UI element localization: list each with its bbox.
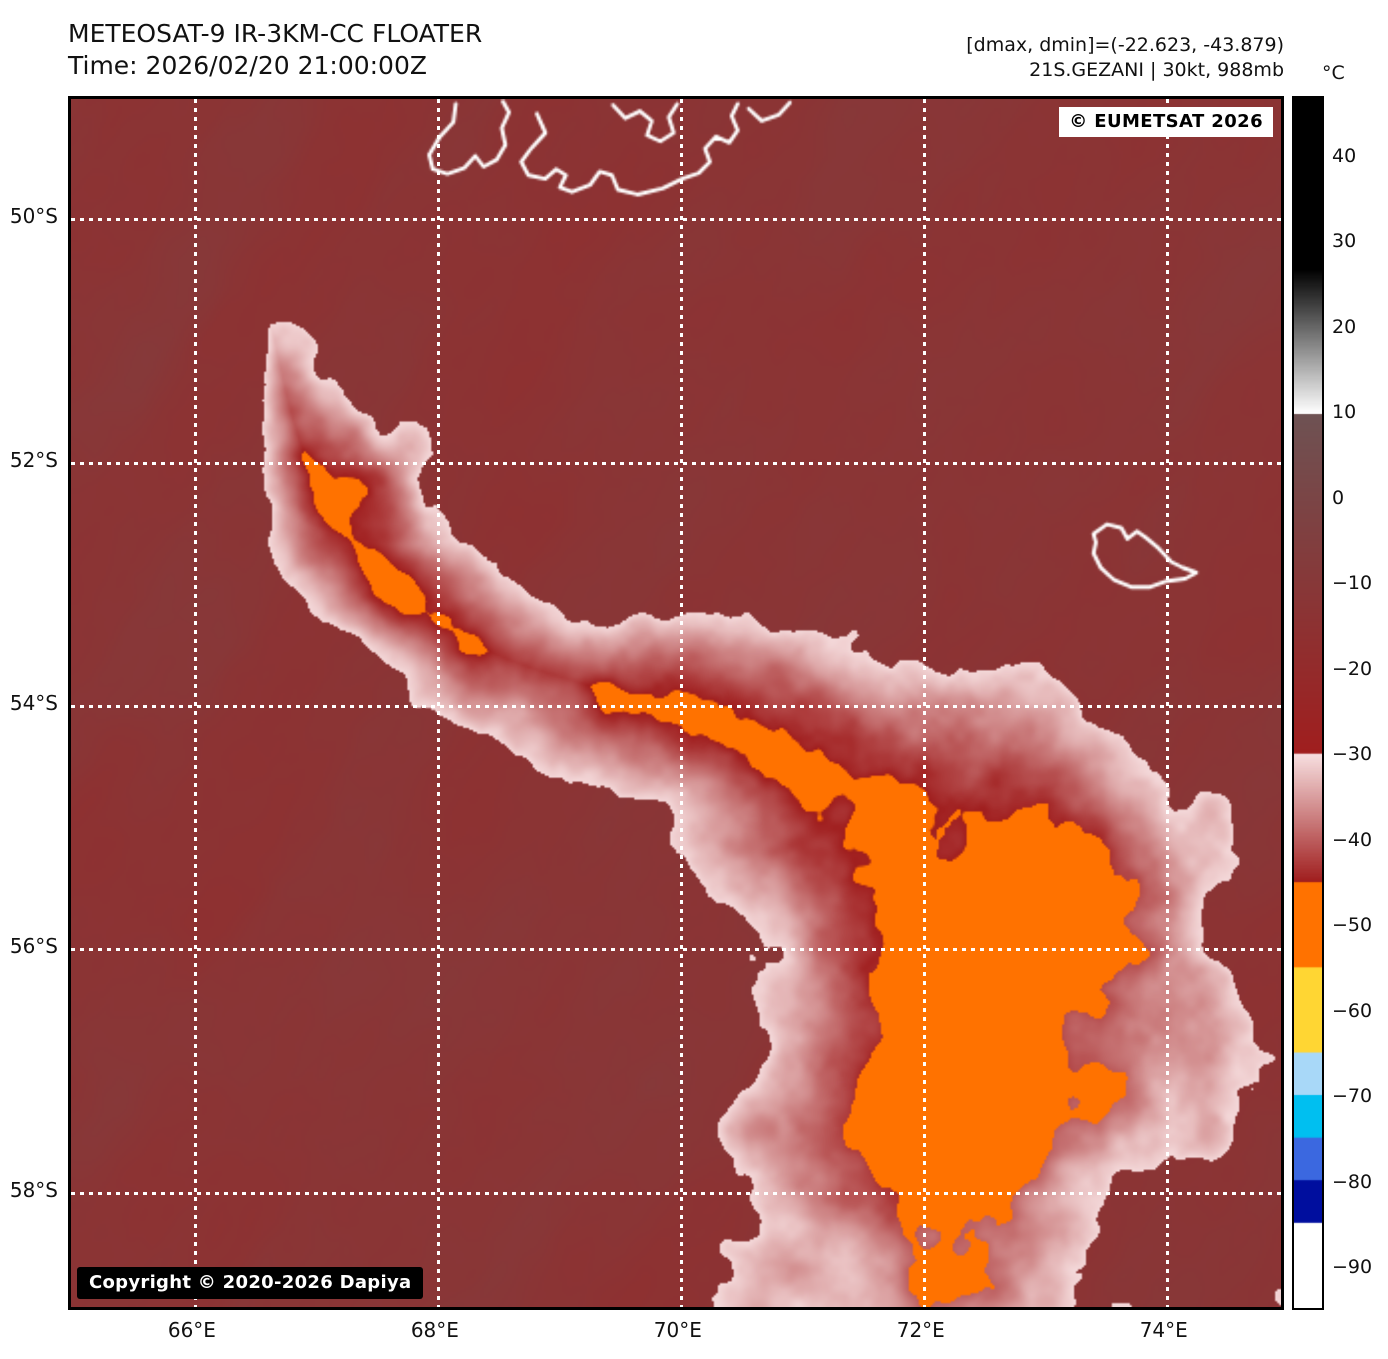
xtick-label-66: 66°E bbox=[167, 1318, 216, 1342]
colorbar-canvas bbox=[1294, 98, 1322, 1308]
satellite-canvas bbox=[71, 99, 1281, 1307]
colorbar-tick--10: −10 bbox=[1332, 572, 1373, 595]
colorbar-tick--60: −60 bbox=[1332, 999, 1373, 1022]
colorbar-tick--70: −70 bbox=[1332, 1085, 1373, 1108]
xtick-label-74: 74°E bbox=[1139, 1318, 1188, 1342]
colorbar-tick--40: −40 bbox=[1332, 828, 1373, 851]
copyright-badge: Copyright © 2020-2026 Dapiya bbox=[77, 1267, 424, 1299]
xtick-label-72: 72°E bbox=[896, 1318, 945, 1342]
ir-brightness-temperature-raster bbox=[71, 99, 1281, 1307]
gridline-lon-72 bbox=[922, 99, 926, 1307]
colorbar-tick-10: 10 bbox=[1332, 401, 1357, 424]
colorbar-tick--20: −20 bbox=[1332, 657, 1373, 680]
ytick-label-56: 56°S bbox=[9, 934, 58, 959]
lat-lon-gridlines bbox=[71, 99, 1281, 1307]
dmax-dmin-label: [dmax, dmin]=(-22.623, -43.879) bbox=[966, 34, 1284, 56]
gridline-lon-68 bbox=[436, 99, 440, 1307]
storm-info-label: 21S.GEZANI | 30kt, 988mb bbox=[1029, 59, 1284, 82]
gridline-lat-52 bbox=[71, 461, 1281, 465]
metadata-block: [dmax, dmin]=(-22.623, -43.879) 21S.GEZA… bbox=[966, 33, 1284, 84]
colorbar-tick--50: −50 bbox=[1332, 914, 1373, 937]
ytick-label-54: 54°S bbox=[9, 691, 58, 715]
temperature-colorbar[interactable] bbox=[1292, 96, 1324, 1310]
gridline-lon-70 bbox=[679, 99, 683, 1307]
colorbar-tick-40: 40 bbox=[1332, 144, 1357, 167]
colorbar-unit-label: °C bbox=[1322, 62, 1345, 84]
gridline-lat-56 bbox=[71, 948, 1281, 952]
gridline-lon-66 bbox=[193, 99, 197, 1307]
ytick-label-58: 58°S bbox=[9, 1177, 58, 1202]
colorbar-tick--80: −80 bbox=[1332, 1170, 1373, 1193]
xtick-label-68: 68°E bbox=[410, 1318, 459, 1342]
page-title: METEOSAT-9 IR-3KM-CC FLOATER Time: 2026/… bbox=[68, 18, 482, 82]
ytick-label-52: 52°S bbox=[9, 447, 58, 472]
satellite-image-plot[interactable]: © EUMETSAT 2026 Copyright © 2020-2026 Da… bbox=[68, 96, 1284, 1310]
gridline-lat-50 bbox=[71, 218, 1281, 222]
eumetsat-attribution-badge: © EUMETSAT 2026 bbox=[1059, 107, 1273, 137]
colorbar-tick-0: 0 bbox=[1332, 486, 1345, 509]
xtick-label-70: 70°E bbox=[653, 1318, 702, 1342]
gridline-lon-74 bbox=[1165, 99, 1169, 1307]
colorbar-tick--30: −30 bbox=[1332, 743, 1373, 766]
colorbar-tick-30: 30 bbox=[1332, 230, 1357, 253]
colorbar-tick--90: −90 bbox=[1332, 1256, 1373, 1279]
colorbar-tick-20: 20 bbox=[1332, 315, 1357, 338]
gridline-lat-54 bbox=[71, 705, 1281, 708]
ytick-label-50: 50°S bbox=[9, 204, 58, 229]
timestamp-label: Time: 2026/02/20 21:00:00Z bbox=[68, 51, 427, 80]
gridline-lat-58 bbox=[71, 1191, 1281, 1195]
product-title: METEOSAT-9 IR-3KM-CC FLOATER bbox=[68, 19, 483, 48]
